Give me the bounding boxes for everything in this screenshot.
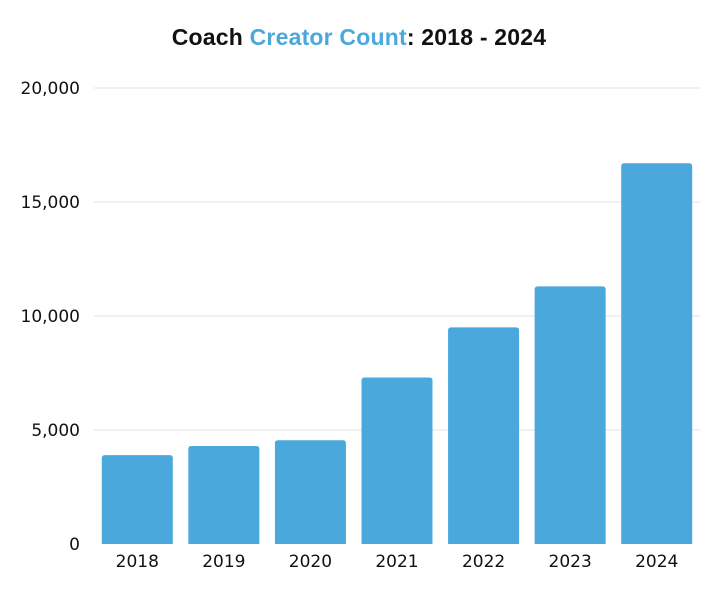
x-tick-label: 2024	[635, 552, 678, 572]
bar-2021	[361, 377, 433, 544]
bar-2022	[448, 327, 520, 544]
bar-2020	[274, 440, 346, 544]
chart-title: Coach Creator Count: 2018 - 2024	[0, 24, 718, 51]
y-tick-label: 15,000	[21, 193, 80, 213]
x-tick-label: 2020	[289, 552, 332, 572]
y-tick-label: 0	[69, 535, 80, 555]
x-tick-label: 2019	[202, 552, 245, 572]
chart-title-part-1: Coach	[171, 24, 250, 50]
y-tick-label: 5,000	[31, 421, 80, 441]
bar-2023	[534, 286, 606, 544]
chart-title-accent: Creator Count	[249, 24, 407, 50]
chart-title-part-3: : 2018 - 2024	[406, 24, 547, 50]
bars	[101, 163, 693, 545]
bar-2019	[188, 445, 260, 544]
x-tick-label: 2023	[549, 552, 592, 572]
bar-2018	[101, 455, 173, 544]
y-axis: 0 5,000 10,000 15,000 20,000	[21, 79, 80, 555]
y-tick-label: 20,000	[21, 79, 80, 99]
x-tick-label: 2018	[116, 552, 159, 572]
x-tick-label: 2022	[462, 552, 505, 572]
x-axis: 2018 2019 2020 2021 2022 2023 2024	[116, 552, 679, 572]
x-tick-label: 2021	[375, 552, 418, 572]
y-tick-label: 10,000	[21, 307, 80, 327]
bar-2024	[621, 163, 693, 545]
